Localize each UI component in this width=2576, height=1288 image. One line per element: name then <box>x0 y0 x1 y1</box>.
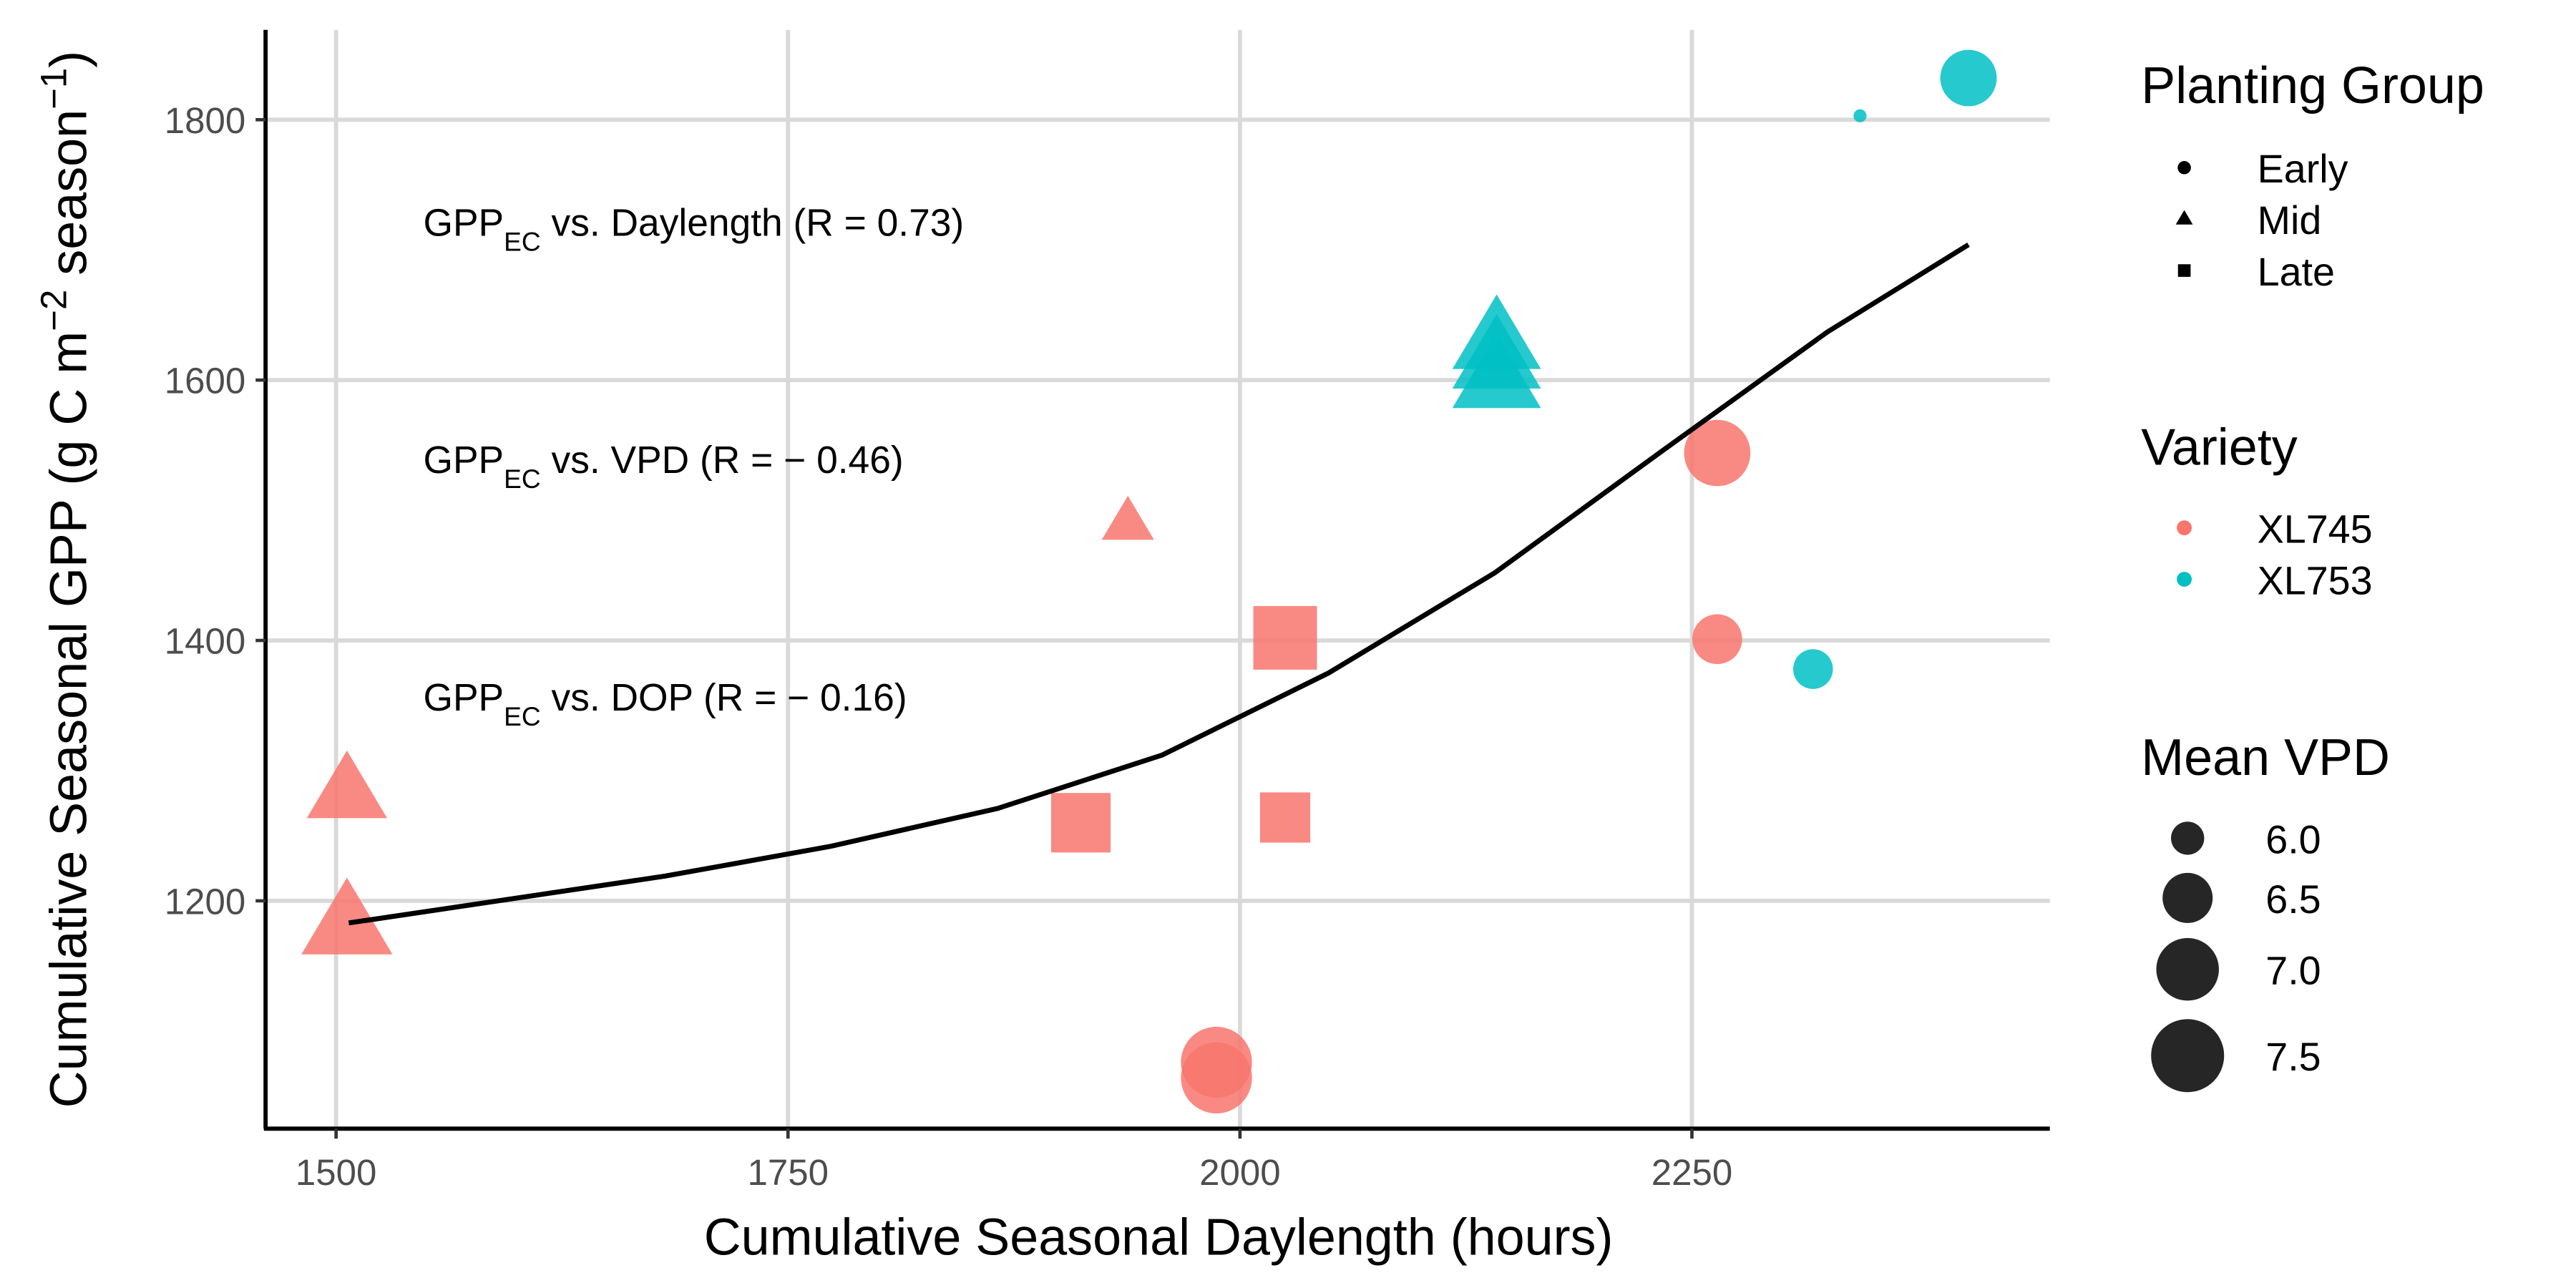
annotation-part: EC <box>504 226 541 256</box>
x-axis-title: Cumulative Seasonal Daylength (hours) <box>704 1209 1614 1267</box>
plot-area <box>301 49 1997 1114</box>
legend-label: 6.0 <box>2265 817 2321 862</box>
point <box>1101 495 1154 540</box>
y-tick-label: 1200 <box>165 881 246 922</box>
legend-title: Variety <box>2141 419 2297 476</box>
annotation-part: GPP <box>423 677 504 719</box>
legend-label: 6.5 <box>2265 877 2321 922</box>
legend-label: Early <box>2258 147 2348 191</box>
legend-label: XL753 <box>2258 558 2373 602</box>
point <box>1692 614 1742 665</box>
point <box>1940 49 1997 107</box>
legend-title: Planting Group <box>2141 57 2484 114</box>
annotation: GPPEC vs. VPD (R = − 0.46) <box>423 439 903 494</box>
legend-symbol <box>2177 161 2191 175</box>
point <box>1181 1042 1252 1114</box>
annotation-part: GPP <box>423 439 504 482</box>
legend-symbol <box>2177 520 2192 536</box>
annotation-part: vs. Daylength (R = 0.73) <box>541 202 965 244</box>
legend-label: 7.5 <box>2265 1035 2321 1079</box>
point <box>1259 792 1311 843</box>
y-tick-label: 1600 <box>165 361 246 401</box>
point <box>301 877 393 955</box>
annotation-part: GPP <box>423 202 504 244</box>
annotation-part: vs. DOP (R = − 0.16) <box>541 677 907 719</box>
point <box>1684 419 1751 487</box>
y-axis-title-part: Cumulative Seasonal GPP (g C m <box>41 331 98 1108</box>
y-axis-title: Cumulative Seasonal GPP (g C m−2 season−… <box>33 51 98 1108</box>
y-axis-title-part: season <box>41 109 98 290</box>
y-axis-title-part: ) <box>41 51 98 68</box>
legend-size-symbol <box>2171 821 2205 855</box>
point <box>1452 333 1541 409</box>
legend-size-symbol <box>2156 937 2219 1001</box>
point <box>1792 649 1833 689</box>
point <box>1050 793 1111 853</box>
legend-label: XL745 <box>2258 507 2373 552</box>
x-tick-label: 1500 <box>296 1152 377 1193</box>
legend-symbol <box>2175 210 2193 225</box>
x-tick-label: 1750 <box>748 1152 829 1193</box>
legend-symbol <box>2177 264 2191 277</box>
annotation-part: EC <box>504 701 541 731</box>
point <box>306 750 387 819</box>
legend-title: Mean VPD <box>2141 729 2390 786</box>
annotation-part: vs. VPD (R = − 0.46) <box>541 439 904 482</box>
legend-label: Late <box>2258 250 2335 294</box>
legend-label: 7.0 <box>2265 949 2321 993</box>
annotation: GPPEC vs. Daylength (R = 0.73) <box>423 202 964 256</box>
y-tick-label: 1400 <box>165 621 246 662</box>
point <box>1853 109 1867 122</box>
y-axis-title-part: −1 <box>33 68 74 109</box>
legend-symbol <box>2177 572 2192 587</box>
x-tick-label: 2250 <box>1652 1152 1733 1193</box>
x-tick-label: 2000 <box>1199 1152 1281 1193</box>
legend-label: Mid <box>2258 198 2322 243</box>
legend: Planting Group Early Mid Late Variety XL745 XL… <box>2141 57 2484 1093</box>
grid <box>265 29 2050 1129</box>
y-tick-label: 1800 <box>165 100 246 141</box>
annotation-part: EC <box>504 464 541 494</box>
legend-size-symbol <box>2162 872 2213 923</box>
annotation: GPPEC vs. DOP (R = − 0.16) <box>423 677 907 731</box>
point <box>1253 605 1317 670</box>
legend-size-symbol <box>2151 1019 2225 1093</box>
y-axis-title-part: −2 <box>33 290 74 331</box>
trend-line <box>348 242 1970 926</box>
